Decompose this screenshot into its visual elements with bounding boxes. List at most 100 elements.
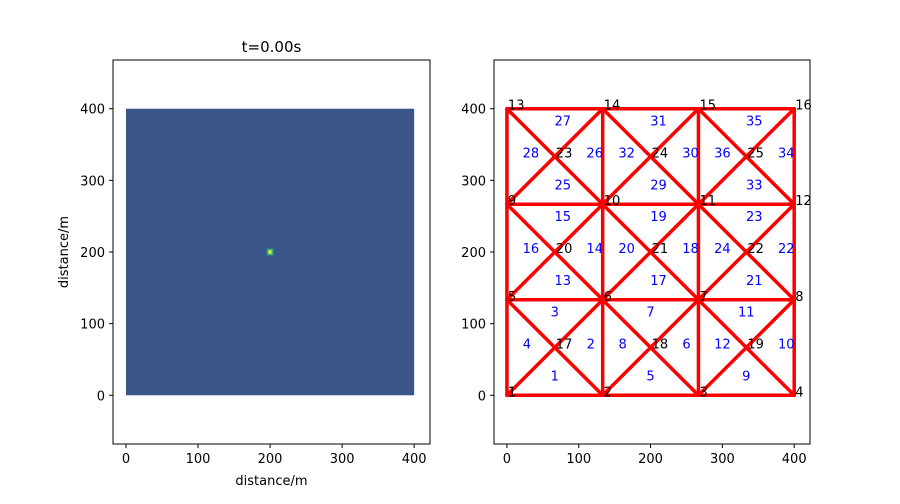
- mesh-edge: [600, 345, 653, 398]
- node-label: 1: [508, 385, 516, 400]
- source-core: [268, 250, 272, 254]
- heatmap-ticks: 0 100 200 300 400 0 100 200 300 400: [80, 103, 426, 467]
- node-label: 25: [747, 146, 764, 161]
- mesh-edge: [648, 154, 701, 206]
- element-label: 17: [650, 274, 667, 289]
- mesh-edge: [744, 202, 796, 254]
- heatmap-y-tick-label: 0: [97, 389, 105, 404]
- mesh-edge: [696, 106, 749, 159]
- element-label: 16: [523, 242, 540, 257]
- node-label: 12: [795, 194, 812, 209]
- mesh-edge: [648, 106, 701, 159]
- element-label: 28: [523, 146, 540, 161]
- mesh-edge: [553, 298, 605, 350]
- element-label: 27: [555, 115, 572, 130]
- mesh-edge: [600, 154, 653, 206]
- mesh-x-tick-label: 300: [710, 452, 735, 467]
- mesh-y-tick-label: 200: [461, 246, 486, 261]
- mesh-edge: [696, 250, 749, 302]
- node-label: 13: [508, 99, 525, 114]
- heatmap-x-tick-label: 0: [122, 452, 130, 467]
- node-label: 3: [699, 385, 707, 400]
- element-label: 22: [778, 242, 795, 257]
- element-label: 1: [551, 369, 559, 384]
- heatmap-y-axis-label: distance/m: [57, 216, 72, 288]
- element-label: 21: [746, 274, 763, 289]
- element-label: 4: [523, 338, 531, 353]
- mesh-edge: [505, 154, 557, 206]
- mesh-edge: [600, 106, 653, 159]
- node-label: 20: [556, 242, 573, 257]
- node-label: 7: [699, 290, 707, 305]
- node-label: 4: [795, 385, 803, 400]
- heatmap-x-axis-label: distance/m: [235, 474, 307, 489]
- mesh-y-tick-label: 0: [478, 389, 486, 404]
- mesh-edge: [696, 345, 749, 398]
- node-label: 15: [699, 99, 716, 114]
- node-label: 14: [604, 99, 621, 114]
- node-label: 5: [508, 290, 516, 305]
- mesh-x-tick-label: 0: [503, 452, 511, 467]
- element-label: 30: [682, 146, 699, 161]
- heatmap-axes: 0 100 200 300 400 0 100 200 300 400 t=0.00s dista…: [57, 38, 431, 489]
- node-label: 21: [652, 242, 669, 257]
- mesh-edge: [553, 202, 605, 254]
- mesh-edge: [553, 250, 605, 302]
- mesh-edge: [696, 202, 749, 254]
- mesh-x-tick-label: 400: [782, 452, 807, 467]
- element-label: 6: [682, 338, 690, 353]
- mesh-y-tick-label: 100: [461, 318, 486, 333]
- element-label: 36: [714, 146, 731, 161]
- mesh-edge: [648, 298, 701, 350]
- mesh-edge: [744, 345, 796, 398]
- element-label: 15: [555, 210, 572, 225]
- source-marker: [266, 248, 274, 256]
- element-label: 8: [618, 338, 626, 353]
- element-label: 19: [650, 210, 667, 225]
- mesh-edge: [505, 106, 557, 159]
- heatmap-x-tick-label: 100: [186, 452, 211, 467]
- element-label: 34: [778, 146, 795, 161]
- mesh-edge: [744, 106, 796, 159]
- mesh-edge: [600, 250, 653, 302]
- mesh-edge: [744, 250, 796, 302]
- element-label: 18: [682, 242, 699, 257]
- node-label: 23: [556, 146, 573, 161]
- element-label: 25: [555, 178, 572, 193]
- element-label: 35: [746, 115, 763, 130]
- mesh-edge: [553, 154, 605, 206]
- mesh-edge: [648, 345, 701, 398]
- heatmap-x-tick-label: 400: [402, 452, 427, 467]
- mesh-edge: [553, 106, 605, 159]
- element-labels: 1234567891011121314151617181920212223242…: [523, 115, 795, 385]
- mesh-lines: [505, 106, 796, 398]
- element-label: 2: [587, 338, 595, 353]
- element-label: 29: [650, 178, 667, 193]
- mesh-edge: [600, 202, 653, 254]
- node-label: 19: [747, 338, 764, 353]
- element-label: 20: [618, 242, 635, 257]
- element-label: 9: [742, 369, 750, 384]
- node-label: 9: [508, 194, 516, 209]
- element-label: 26: [586, 146, 603, 161]
- mesh-edge: [505, 298, 557, 350]
- element-label: 33: [746, 178, 763, 193]
- node-label: 18: [652, 338, 669, 353]
- mesh-edge: [696, 154, 749, 206]
- element-label: 12: [714, 338, 731, 353]
- element-label: 3: [551, 306, 559, 321]
- heatmap-x-tick-label: 300: [330, 452, 355, 467]
- element-label: 7: [646, 306, 654, 321]
- mesh-edge: [505, 202, 557, 254]
- node-label: 2: [604, 385, 612, 400]
- mesh-edge: [744, 154, 796, 206]
- element-label: 5: [646, 369, 654, 384]
- element-label: 24: [714, 242, 731, 257]
- heatmap-x-tick-label: 200: [258, 452, 283, 467]
- element-label: 32: [618, 146, 635, 161]
- heatmap-title: t=0.00s: [242, 38, 302, 56]
- mesh-x-tick-label: 100: [566, 452, 591, 467]
